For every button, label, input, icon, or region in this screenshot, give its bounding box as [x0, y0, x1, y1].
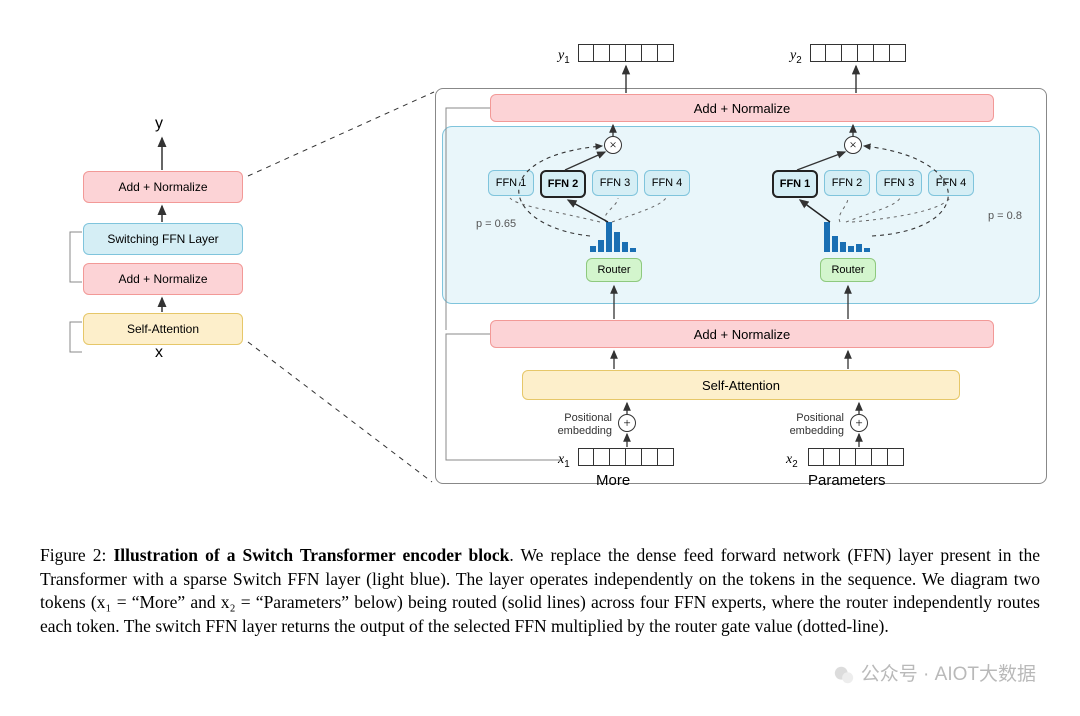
right-add-norm-mid: Add + Normalize	[490, 320, 994, 348]
ffn-left-3: FFN 3	[592, 170, 638, 196]
ffn-left-4: FFN 4	[644, 170, 690, 196]
ffn-right-4: FFN 4	[928, 170, 974, 196]
x1-cells	[578, 448, 674, 466]
y1-cells	[578, 44, 674, 62]
ffn-left-1: FFN 1	[488, 170, 534, 196]
diagram-region: y x Add + Normalize Switching FFN Layer …	[0, 0, 1080, 530]
router-left: Router	[586, 258, 642, 282]
x2-cells	[808, 448, 904, 466]
right-add-norm-top: Add + Normalize	[490, 94, 994, 122]
pos-emb-right: Positionalembedding	[776, 412, 844, 437]
x1-label: x1	[558, 450, 570, 470]
p-left: p = 0.65	[476, 218, 516, 230]
oplus-left-icon: +	[618, 414, 636, 432]
y2-cells	[810, 44, 906, 62]
router-right: Router	[820, 258, 876, 282]
oplus-right-icon: +	[850, 414, 868, 432]
caption-figlabel: Figure 2:	[40, 545, 113, 565]
ffn-left-2: FFN 2	[540, 170, 586, 198]
word-more: More	[596, 472, 630, 489]
mult-right-icon: ×	[844, 136, 862, 154]
ffn-right-1: FFN 1	[772, 170, 818, 198]
y2-label: y2	[790, 46, 802, 66]
left-self-attention: Self-Attention	[83, 313, 243, 345]
left-x-label: x	[155, 344, 163, 362]
word-params: Parameters	[808, 472, 886, 489]
caption-title: Illustration of a Switch Transformer enc…	[113, 545, 509, 565]
mult-left-icon: ×	[604, 136, 622, 154]
right-self-attention: Self-Attention	[522, 370, 960, 400]
figure-caption: Figure 2: Illustration of a Switch Trans…	[40, 544, 1040, 639]
left-add-norm-top: Add + Normalize	[83, 171, 243, 203]
p-right: p = 0.8	[988, 210, 1022, 222]
y1-label: y1	[558, 46, 570, 66]
ffn-right-3: FFN 3	[876, 170, 922, 196]
hist-right	[824, 222, 870, 252]
watermark: 公众号 · AIOT大数据	[833, 659, 1036, 686]
x2-label: x2	[786, 450, 798, 470]
pos-emb-left: Positionalembedding	[544, 412, 612, 437]
ffn-right-2: FFN 2	[824, 170, 870, 196]
watermark-text: 公众号 · AIOT大数据	[861, 664, 1036, 685]
left-add-norm-bottom: Add + Normalize	[83, 263, 243, 295]
left-y-label: y	[155, 115, 163, 133]
left-switch-ffn: Switching FFN Layer	[83, 223, 243, 255]
moe-panel	[442, 126, 1040, 304]
hist-left	[590, 222, 636, 252]
wechat-icon	[833, 664, 855, 686]
